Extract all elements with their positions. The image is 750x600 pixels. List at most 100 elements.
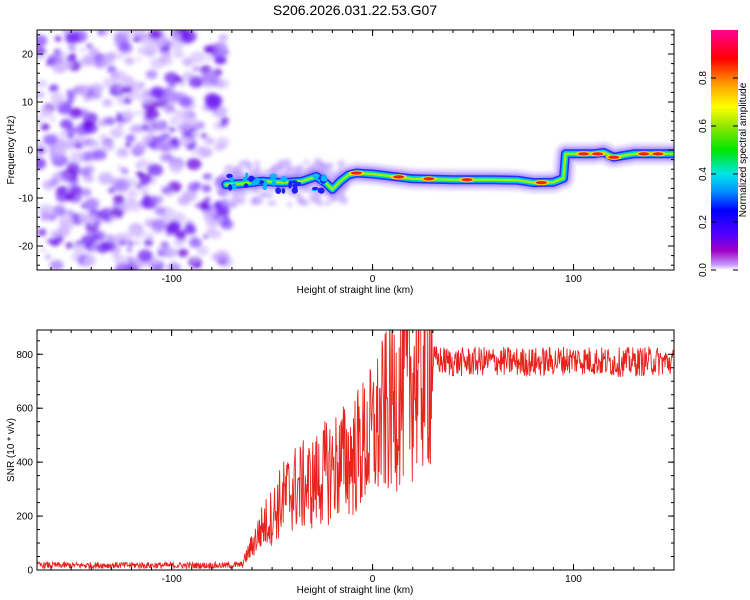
y-tick-label: 0 xyxy=(27,566,33,577)
track-hotspot xyxy=(592,152,604,156)
noise-blob xyxy=(146,128,152,133)
noise-blob xyxy=(66,94,76,102)
noise-blob xyxy=(267,200,277,206)
noise-blob xyxy=(148,30,162,40)
noise-blob xyxy=(246,165,253,172)
noise-blob xyxy=(49,259,64,270)
noise-blob xyxy=(45,207,53,214)
noise-blob xyxy=(174,230,186,240)
track-blob xyxy=(226,173,233,179)
track-blob xyxy=(254,177,261,184)
x-tick-label: -100 xyxy=(162,574,182,585)
noise-blob xyxy=(153,120,162,127)
noise-blob xyxy=(143,254,149,259)
noise-blob xyxy=(82,121,93,130)
noise-blob xyxy=(172,32,182,40)
track-blob xyxy=(312,186,319,191)
snr-series-line xyxy=(37,330,674,570)
noise-blob xyxy=(220,219,234,230)
noise-blobs xyxy=(37,30,349,270)
bottom-x-axis-label: Height of straight line (km) xyxy=(297,585,414,596)
noise-blob xyxy=(127,200,142,212)
noise-blob xyxy=(211,254,219,260)
noise-blob xyxy=(218,79,230,89)
noise-blob xyxy=(285,165,295,172)
noise-blob xyxy=(37,228,47,237)
noise-blob xyxy=(204,216,215,225)
track-blob xyxy=(275,187,282,195)
noise-blob xyxy=(169,38,184,51)
noise-blob xyxy=(324,199,331,206)
track-blob xyxy=(288,182,292,189)
noise-blob xyxy=(135,110,141,115)
y-tick-label: 400 xyxy=(16,458,33,469)
track-hotspot xyxy=(351,171,363,175)
noise-blob xyxy=(50,230,59,238)
bottom-x-ticks: -100 0 100 xyxy=(50,330,675,585)
noise-blob xyxy=(54,35,62,42)
noise-blob xyxy=(201,70,218,84)
x-tick-label: 100 xyxy=(565,274,582,285)
noise-blob xyxy=(203,234,209,239)
y-tick-label: 800 xyxy=(16,350,33,361)
noise-blob xyxy=(124,57,135,66)
noise-blob xyxy=(133,240,141,246)
noise-blob xyxy=(60,188,67,194)
noise-blob xyxy=(127,189,138,199)
noise-blob xyxy=(156,135,166,142)
y-tick-label: -10 xyxy=(19,194,34,205)
x-tick-label: -100 xyxy=(162,274,182,285)
noise-blob xyxy=(37,157,47,170)
noise-blob xyxy=(179,136,193,147)
noise-blob xyxy=(309,193,319,204)
noise-blob xyxy=(174,76,184,84)
noise-blob xyxy=(57,103,72,115)
noise-blob xyxy=(137,48,143,54)
noise-blob xyxy=(173,238,185,247)
noise-blob xyxy=(192,66,200,72)
noise-blob xyxy=(113,194,125,205)
track-blob xyxy=(296,182,302,186)
noise-blob xyxy=(145,69,158,80)
noise-blob xyxy=(102,98,113,107)
noise-blob xyxy=(40,247,47,253)
noise-blob xyxy=(188,75,204,88)
noise-blob xyxy=(115,115,124,123)
noise-blob xyxy=(119,240,126,246)
noise-blob xyxy=(68,53,77,60)
noise-blob xyxy=(58,218,75,232)
noise-blob xyxy=(97,119,107,127)
noise-blob xyxy=(134,162,142,168)
noise-blob xyxy=(45,254,51,259)
noise-blob xyxy=(213,143,223,151)
track-blob xyxy=(245,172,249,180)
y-tick-label: 20 xyxy=(22,50,34,61)
noise-blob xyxy=(203,136,215,146)
noise-blob xyxy=(138,32,147,40)
noise-blob xyxy=(116,112,123,117)
noise-blob xyxy=(116,85,123,91)
noise-blob xyxy=(61,140,75,151)
track-blob xyxy=(293,186,298,193)
noise-blob xyxy=(203,173,211,180)
track-blob xyxy=(251,180,256,186)
noise-blob xyxy=(108,215,116,222)
noise-blob xyxy=(121,109,135,121)
noise-blob xyxy=(84,198,99,210)
noise-blob xyxy=(191,150,198,155)
top-x-axis-label: Height of straight line (km) xyxy=(297,285,414,296)
top-y-ticks: -20 -10 0 10 20 xyxy=(19,34,674,266)
noise-blob xyxy=(87,90,94,95)
noise-blob xyxy=(151,218,166,231)
noise-blob xyxy=(80,188,92,197)
noise-blob xyxy=(39,106,54,119)
track-hotspot xyxy=(608,155,620,159)
noise-blob xyxy=(114,263,130,270)
noise-blob xyxy=(157,139,174,153)
colorbar-tick-label: 0.6 xyxy=(698,119,709,133)
y-tick-label: 200 xyxy=(16,512,33,523)
noise-blob xyxy=(191,236,199,242)
noise-blob xyxy=(86,230,93,236)
noise-blob xyxy=(182,189,197,202)
noise-blob xyxy=(125,134,136,143)
